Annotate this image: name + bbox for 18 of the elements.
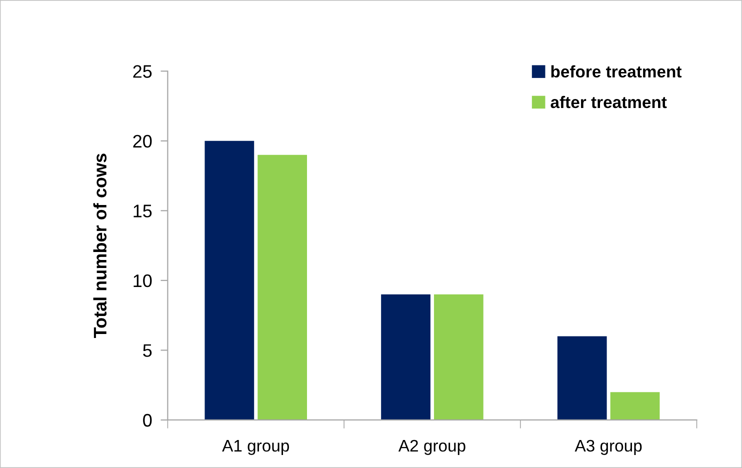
x-tick-label: A3 group — [574, 440, 642, 455]
y-tick-label: 25 — [133, 65, 152, 78]
y-tick-label: 10 — [134, 274, 152, 288]
y-tick-label: 15 — [134, 204, 152, 218]
y-tick-label: 5 — [143, 344, 152, 357]
x-tick-label: A2 group — [398, 440, 466, 455]
bar — [557, 336, 607, 420]
x-tick-label: A1 group — [222, 440, 289, 455]
y-axis-title: Total number of cows — [93, 154, 107, 338]
bar — [434, 294, 484, 420]
y-tick-label: 0 — [143, 414, 152, 427]
bar — [258, 154, 308, 420]
legend-label: after treatment — [550, 96, 667, 108]
legend-label: before treatment — [551, 65, 682, 78]
y-tick-label: 20 — [133, 134, 152, 148]
bar — [610, 392, 660, 420]
bar — [204, 140, 254, 420]
bar — [381, 294, 430, 420]
